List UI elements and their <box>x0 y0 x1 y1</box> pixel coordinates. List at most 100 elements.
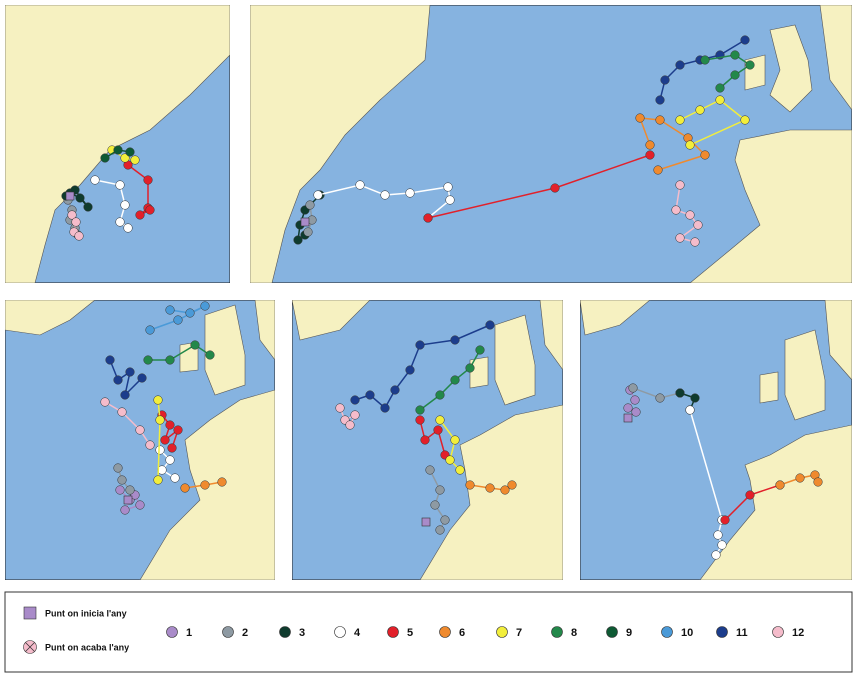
location-dot <box>390 385 400 395</box>
map-panel <box>250 5 852 283</box>
location-dot <box>675 60 685 70</box>
location-dot <box>685 405 695 415</box>
location-dot <box>631 407 641 417</box>
track <box>775 470 823 490</box>
start-marker <box>623 413 633 423</box>
location-dot <box>440 515 450 525</box>
location-dot <box>645 150 655 160</box>
track <box>313 180 455 223</box>
location-dot <box>675 115 685 125</box>
legend-box <box>4 591 853 673</box>
location-dot <box>200 301 210 311</box>
location-dot <box>90 175 100 185</box>
location-dot <box>100 397 110 407</box>
location-dot <box>335 403 345 413</box>
location-dot <box>435 485 445 495</box>
map-panel <box>5 5 230 283</box>
location-dot <box>730 50 740 60</box>
track <box>157 410 183 453</box>
legend-label: 9 <box>626 627 632 639</box>
location-dot <box>720 515 730 525</box>
location-dot <box>143 175 153 185</box>
track <box>415 345 485 415</box>
location-dot <box>443 182 453 192</box>
location-dot <box>500 485 510 495</box>
location-dot <box>155 415 165 425</box>
location-dot <box>713 530 723 540</box>
location-dot <box>355 180 365 190</box>
track <box>67 210 84 241</box>
location-dot <box>83 202 93 212</box>
track-line <box>104 401 151 446</box>
track <box>685 405 727 560</box>
location-dot <box>115 180 125 190</box>
location-dot <box>775 480 785 490</box>
legend-label: 7 <box>516 627 522 639</box>
location-dot <box>455 465 465 475</box>
location-dot <box>700 150 710 160</box>
location-dot <box>117 475 127 485</box>
location-dot <box>685 210 695 220</box>
location-dot <box>435 415 445 425</box>
location-dot <box>730 70 740 80</box>
location-dot <box>137 373 147 383</box>
location-dot <box>67 210 77 220</box>
location-dot <box>695 105 705 115</box>
track <box>635 113 710 175</box>
legend-label: 1 <box>186 627 192 639</box>
legend-label: 10 <box>681 627 693 639</box>
location-dot <box>740 35 750 45</box>
location-dot <box>711 550 721 560</box>
location-dot <box>450 435 460 445</box>
location-dot <box>450 335 460 345</box>
location-dot <box>145 325 155 335</box>
track-line <box>439 419 461 471</box>
location-dot <box>715 83 725 93</box>
location-dot <box>167 443 177 453</box>
location-dot <box>123 223 133 233</box>
location-dot <box>135 500 145 510</box>
location-dot <box>190 340 200 350</box>
track-line <box>339 407 357 426</box>
location-dot <box>155 445 165 455</box>
location-dot <box>433 425 443 435</box>
track <box>303 200 317 237</box>
location-dot <box>74 231 84 241</box>
track <box>113 463 135 495</box>
legend-label: 11 <box>736 627 748 639</box>
legend-label: 4 <box>354 627 361 639</box>
location-dot <box>423 213 433 223</box>
location-dot <box>630 395 640 405</box>
track <box>700 50 755 93</box>
location-dot <box>143 355 153 365</box>
location-dot <box>165 305 175 315</box>
location-dot <box>345 420 355 430</box>
legend-marker <box>496 626 508 638</box>
location-dot <box>475 345 485 355</box>
track <box>415 415 450 460</box>
location-dot <box>465 480 475 490</box>
location-dot <box>623 403 633 413</box>
legend-marker <box>279 626 291 638</box>
location-dot <box>120 505 130 515</box>
location-dot <box>117 407 127 417</box>
location-dot <box>100 153 110 163</box>
location-dot <box>675 388 685 398</box>
track-line <box>419 419 446 456</box>
track <box>671 180 703 247</box>
location-dot <box>160 435 170 445</box>
location-dot <box>130 155 140 165</box>
location-dot <box>380 403 390 413</box>
location-dot <box>365 390 375 400</box>
location-dot <box>690 393 700 403</box>
track <box>123 160 155 220</box>
location-dot <box>685 140 695 150</box>
location-dot <box>485 320 495 330</box>
legend-label: 12 <box>792 627 804 639</box>
location-dot <box>405 188 415 198</box>
location-dot <box>153 475 163 485</box>
location-dot <box>675 233 685 243</box>
legend-label: 3 <box>299 627 305 639</box>
location-dot <box>113 463 123 473</box>
